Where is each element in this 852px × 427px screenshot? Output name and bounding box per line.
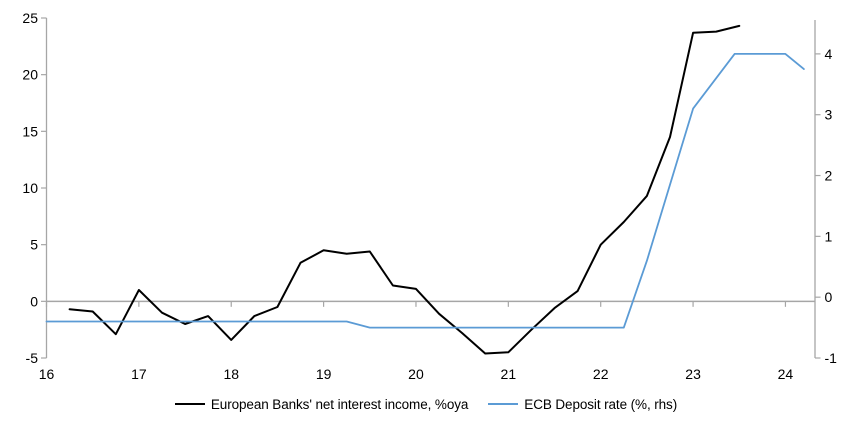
legend-item-ecb-deposit-rate: ECB Deposit rate (%, rhs)	[488, 397, 677, 412]
legend-item-net-interest-income: European Banks' net interest income, %oy…	[174, 396, 469, 412]
right-axis-tick-label: 3	[825, 107, 833, 123]
x-axis-tick-label: 22	[593, 366, 609, 382]
ecb-deposit-rate-line	[45, 53, 805, 329]
x-axis-tick-label: 18	[223, 366, 239, 382]
right-axis-tick-label: 0	[825, 289, 833, 305]
net-interest-income-line	[68, 24, 741, 355]
right-axis-tick-label: 1	[825, 228, 833, 244]
left-axis-tick-label: 10	[22, 180, 38, 196]
x-axis-tick-label: 24	[778, 366, 794, 382]
legend-label-net-interest-income: European Banks' net interest income, %oy…	[210, 396, 469, 412]
x-axis-tick-label: 23	[685, 366, 701, 382]
left-axis-tick-label: 25	[22, 10, 38, 26]
x-axis-tick-label: 20	[408, 366, 424, 382]
left-y-axis: 25 20 15 10 5 0 -5	[22, 10, 48, 366]
legend-label-ecb-deposit-rate: ECB Deposit rate (%, rhs)	[524, 396, 678, 412]
x-axis-tick-label: 16	[39, 366, 55, 382]
black-line-swatch-icon	[174, 403, 205, 405]
chart-legend: European Banks' net interest income, %oy…	[0, 394, 852, 414]
left-axis-tick-label: 5	[30, 237, 38, 253]
left-axis-tick-label: 0	[30, 293, 38, 309]
left-axis-tick-label: -5	[26, 350, 39, 366]
left-axis-tick-label: 15	[22, 123, 38, 139]
left-axis-tick-label: 20	[22, 67, 38, 83]
x-axis: 16 17 18 19 20 21 22 23 24	[39, 301, 794, 382]
x-axis-tick-label: 21	[501, 366, 517, 382]
right-axis-tick-label: 2	[825, 168, 833, 184]
blue-line-swatch-icon	[488, 403, 519, 405]
x-axis-tick-label: 19	[316, 366, 332, 382]
right-axis-tick-label: -1	[825, 350, 838, 366]
x-axis-tick-label: 17	[131, 366, 147, 382]
right-axis-tick-label: 4	[825, 46, 833, 62]
right-y-axis: 4 3 2 1 0 -1	[814, 20, 838, 366]
data-series	[45, 24, 805, 355]
